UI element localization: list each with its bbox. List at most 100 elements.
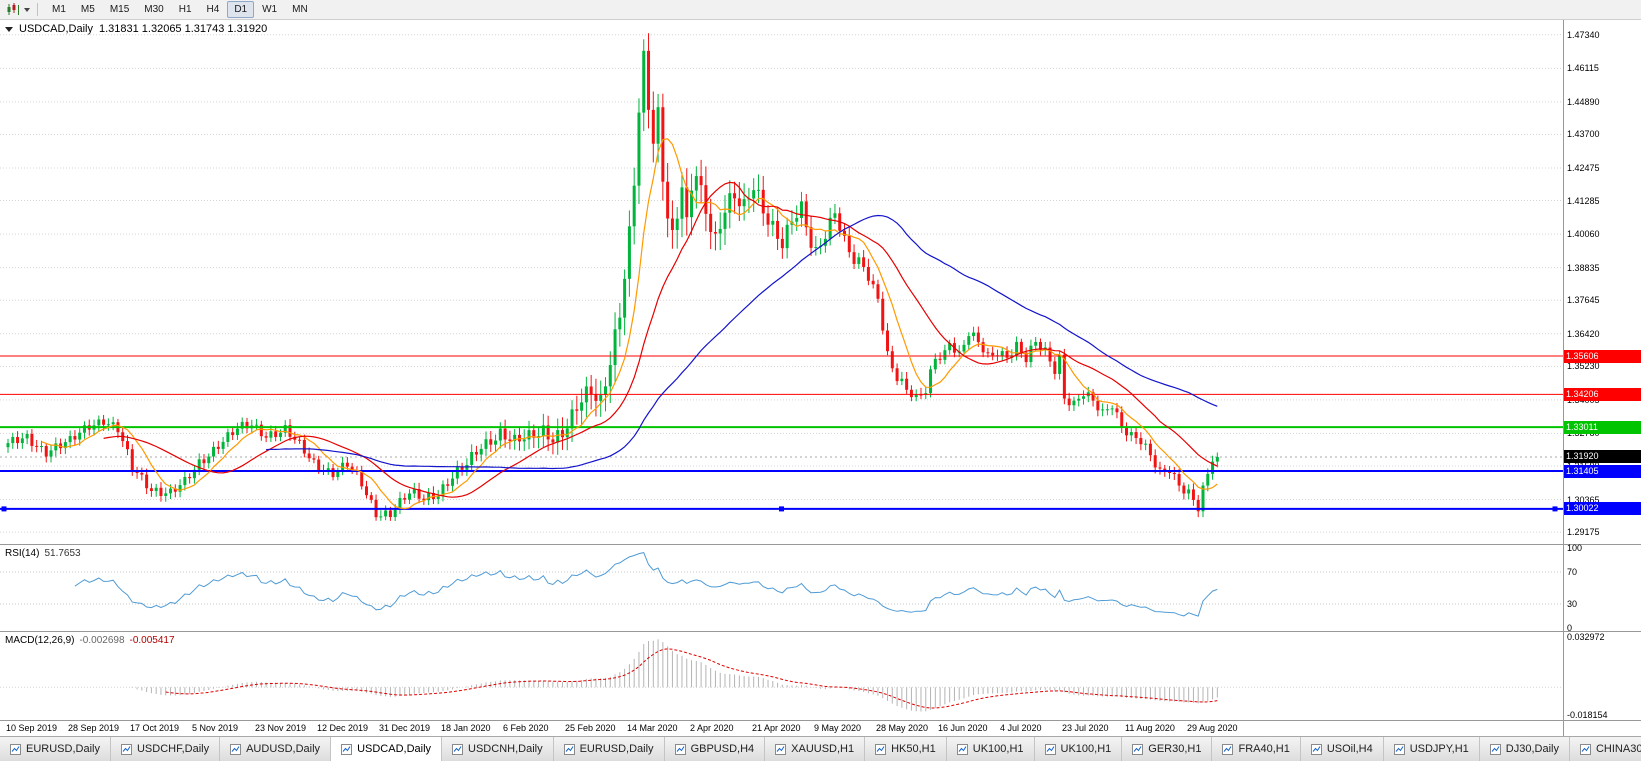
chart-tab-label: GER30,H1 — [1148, 743, 1202, 755]
chart-tab-label: CHINA300,H1 — [1595, 743, 1641, 755]
date-label: 18 Jan 2020 — [441, 723, 491, 733]
hline-price-label: 1.34206 — [1564, 387, 1641, 401]
price-axis-label: 1.36420 — [1567, 328, 1600, 339]
main-chart-panel: 1.47340 1.46115 1.44890 1.43700 1.42475 1.412… — [0, 20, 1641, 544]
price-axis-label: 1.42475 — [1567, 162, 1600, 173]
macd-canvas[interactable] — [0, 632, 1563, 720]
rsi-axis-label: 30 — [1567, 599, 1578, 609]
timeframe-button-h1[interactable]: H1 — [172, 1, 199, 18]
chart-tab-uk100-h1[interactable]: UK100,H1 — [1034, 737, 1123, 761]
hline-price-label: 1.30022 — [1564, 502, 1641, 516]
chart-tab-dj30-daily[interactable]: DJ30,Daily — [1479, 737, 1570, 761]
chart-tab-label: AUDUSD,Daily — [246, 743, 321, 755]
date-label: 9 May 2020 — [814, 723, 862, 733]
date-label: 14 Mar 2020 — [627, 723, 678, 733]
current-price-label: 1.31920 — [1564, 450, 1641, 464]
chart-tab-icon — [341, 743, 353, 755]
price-axis-label: 1.46115 — [1567, 63, 1599, 74]
rsi-axis-label: 100 — [1567, 543, 1583, 553]
date-label: 31 Dec 2019 — [379, 723, 431, 733]
rsi-axis-label: 0 — [1567, 623, 1573, 633]
chart-tab-usdchf-daily[interactable]: USDCHF,Daily — [110, 737, 221, 761]
timeframe-buttons: M1 M5 M15 M30 H1 H4 D1 W1 MN — [45, 1, 315, 18]
hline-price-label: 1.35606 — [1564, 349, 1641, 363]
chart-tab-label: EURUSD,Daily — [26, 743, 100, 755]
price-axis-label: 1.43700 — [1567, 129, 1600, 140]
chevron-down-icon[interactable] — [24, 7, 30, 12]
chart-tab-eurusd-daily[interactable]: EURUSD,Daily — [0, 737, 111, 761]
chart-tab-icon — [775, 743, 787, 755]
date-label: 4 Jul 2020 — [1000, 723, 1042, 733]
chart-tab-xauusd-h1[interactable]: XAUUSD,H1 — [765, 737, 866, 761]
chart-tab-usdcad-daily[interactable]: USDCAD,Daily — [331, 737, 443, 761]
chart-tab-icon — [1222, 743, 1234, 755]
price-axis-label: 1.35230 — [1567, 361, 1600, 372]
date-label: 12 Dec 2019 — [317, 723, 369, 733]
chart-tab-icon — [1044, 743, 1056, 755]
chart-tab-audusd-daily[interactable]: AUDUSD,Daily — [220, 737, 332, 761]
date-label: 21 Apr 2020 — [752, 723, 801, 733]
chart-tab-china300-h1[interactable]: CHINA300,H1 — [1569, 737, 1641, 761]
chart-tab-label: XAUUSD,H1 — [791, 743, 855, 755]
chart-tab-icon — [1579, 743, 1591, 755]
time-axis[interactable]: 10 Sep 2019 28 Sep 2019 17 Oct 2019 5 Nov 2… — [0, 720, 1641, 736]
chart-tab-label: EURUSD,Daily — [579, 743, 654, 755]
date-label: 17 Oct 2019 — [130, 723, 180, 733]
macd-axis[interactable]: 0.032972 -0.018154 — [1563, 632, 1641, 720]
macd-axis-label: -0.018154 — [1567, 710, 1608, 720]
date-label: 16 Jun 2020 — [938, 723, 988, 733]
timeframe-button-m15[interactable]: M15 — [103, 1, 136, 18]
price-axis-label: 1.37645 — [1567, 295, 1600, 306]
date-label: 5 Nov 2019 — [192, 723, 239, 733]
chart-tab-label: USOil,H4 — [1326, 743, 1373, 755]
chart-tab-label: USDCAD,Daily — [357, 743, 432, 755]
chart-tab-icon — [956, 743, 968, 755]
chart-tab-uk100-h1[interactable]: UK100,H1 — [946, 737, 1035, 761]
chart-tab-usdjpy-h1[interactable]: USDJPY,H1 — [1383, 737, 1480, 761]
price-axis-label: 1.41285 — [1567, 195, 1600, 206]
date-label: 6 Feb 2020 — [503, 723, 549, 733]
chart-tab-gbpusd-h4[interactable]: GBPUSD,H4 — [664, 737, 766, 761]
chart-tab-bar: EURUSD,Daily USDCHF,Daily AUDUSD,Daily USDC… — [0, 736, 1641, 761]
price-axis-label: 1.29175 — [1567, 527, 1600, 538]
chart-tab-icon — [1393, 743, 1405, 755]
chart-tab-icon — [120, 743, 132, 755]
chart-tab-hk50-h1[interactable]: HK50,H1 — [865, 737, 947, 761]
chart-tab-ger30-h1[interactable]: GER30,H1 — [1122, 737, 1213, 761]
chart-tab-icon — [1132, 743, 1144, 755]
timeframe-button-w1[interactable]: W1 — [255, 1, 284, 18]
chart-tab-icon — [563, 743, 575, 755]
price-axis[interactable]: 1.47340 1.46115 1.44890 1.43700 1.42475 1.412… — [1563, 20, 1641, 544]
hline-price-label: 1.31405 — [1564, 464, 1641, 478]
chart-tab-label: UK100,H1 — [1060, 743, 1112, 755]
chart-tab-icon — [674, 743, 686, 755]
price-axis-label: 1.44890 — [1567, 96, 1600, 107]
rsi-axis[interactable]: 100 70 30 0 — [1563, 543, 1641, 633]
date-label: 25 Feb 2020 — [565, 723, 616, 733]
chart-tab-icon — [230, 743, 242, 755]
timeframe-button-h4[interactable]: H4 — [200, 1, 227, 18]
chart-tab-label: GBPUSD,H4 — [690, 743, 755, 755]
macd-panel: 0.032972 -0.018154 MACD(12,26,9) -0.00269… — [0, 631, 1641, 720]
rsi-panel: 100 70 30 0 RSI(14) 51.7653 — [0, 543, 1641, 633]
hline-price-label: 1.33011 — [1564, 420, 1641, 434]
chart-tab-label: USDCNH,Daily — [468, 743, 543, 755]
date-label: 11 Aug 2020 — [1125, 723, 1175, 733]
chart-tab-icon — [875, 743, 887, 755]
chart-tab-icon — [1310, 743, 1322, 755]
timeframe-button-m1[interactable]: M1 — [45, 1, 73, 18]
timeframe-button-mn[interactable]: MN — [285, 1, 315, 18]
price-axis-label: 1.40060 — [1567, 229, 1600, 240]
chart-tab-fra40-h1[interactable]: FRA40,H1 — [1212, 737, 1301, 761]
timeframe-button-m30[interactable]: M30 — [137, 1, 170, 18]
chart-tab-eurusd-daily[interactable]: EURUSD,Daily — [553, 737, 665, 761]
chart-tab-label: DJ30,Daily — [1505, 743, 1559, 755]
chevron-down-icon[interactable] — [5, 26, 13, 32]
timeframe-button-d1[interactable]: D1 — [227, 1, 255, 18]
price-chart-canvas[interactable] — [0, 20, 1563, 544]
timeframe-button-m5[interactable]: M5 — [74, 1, 102, 18]
candlestick-chart-icon[interactable] — [4, 2, 22, 17]
rsi-canvas[interactable] — [0, 545, 1563, 631]
chart-tab-usoil-h4[interactable]: USOil,H4 — [1300, 737, 1384, 761]
chart-tab-usdcnh-daily[interactable]: USDCNH,Daily — [442, 737, 554, 761]
